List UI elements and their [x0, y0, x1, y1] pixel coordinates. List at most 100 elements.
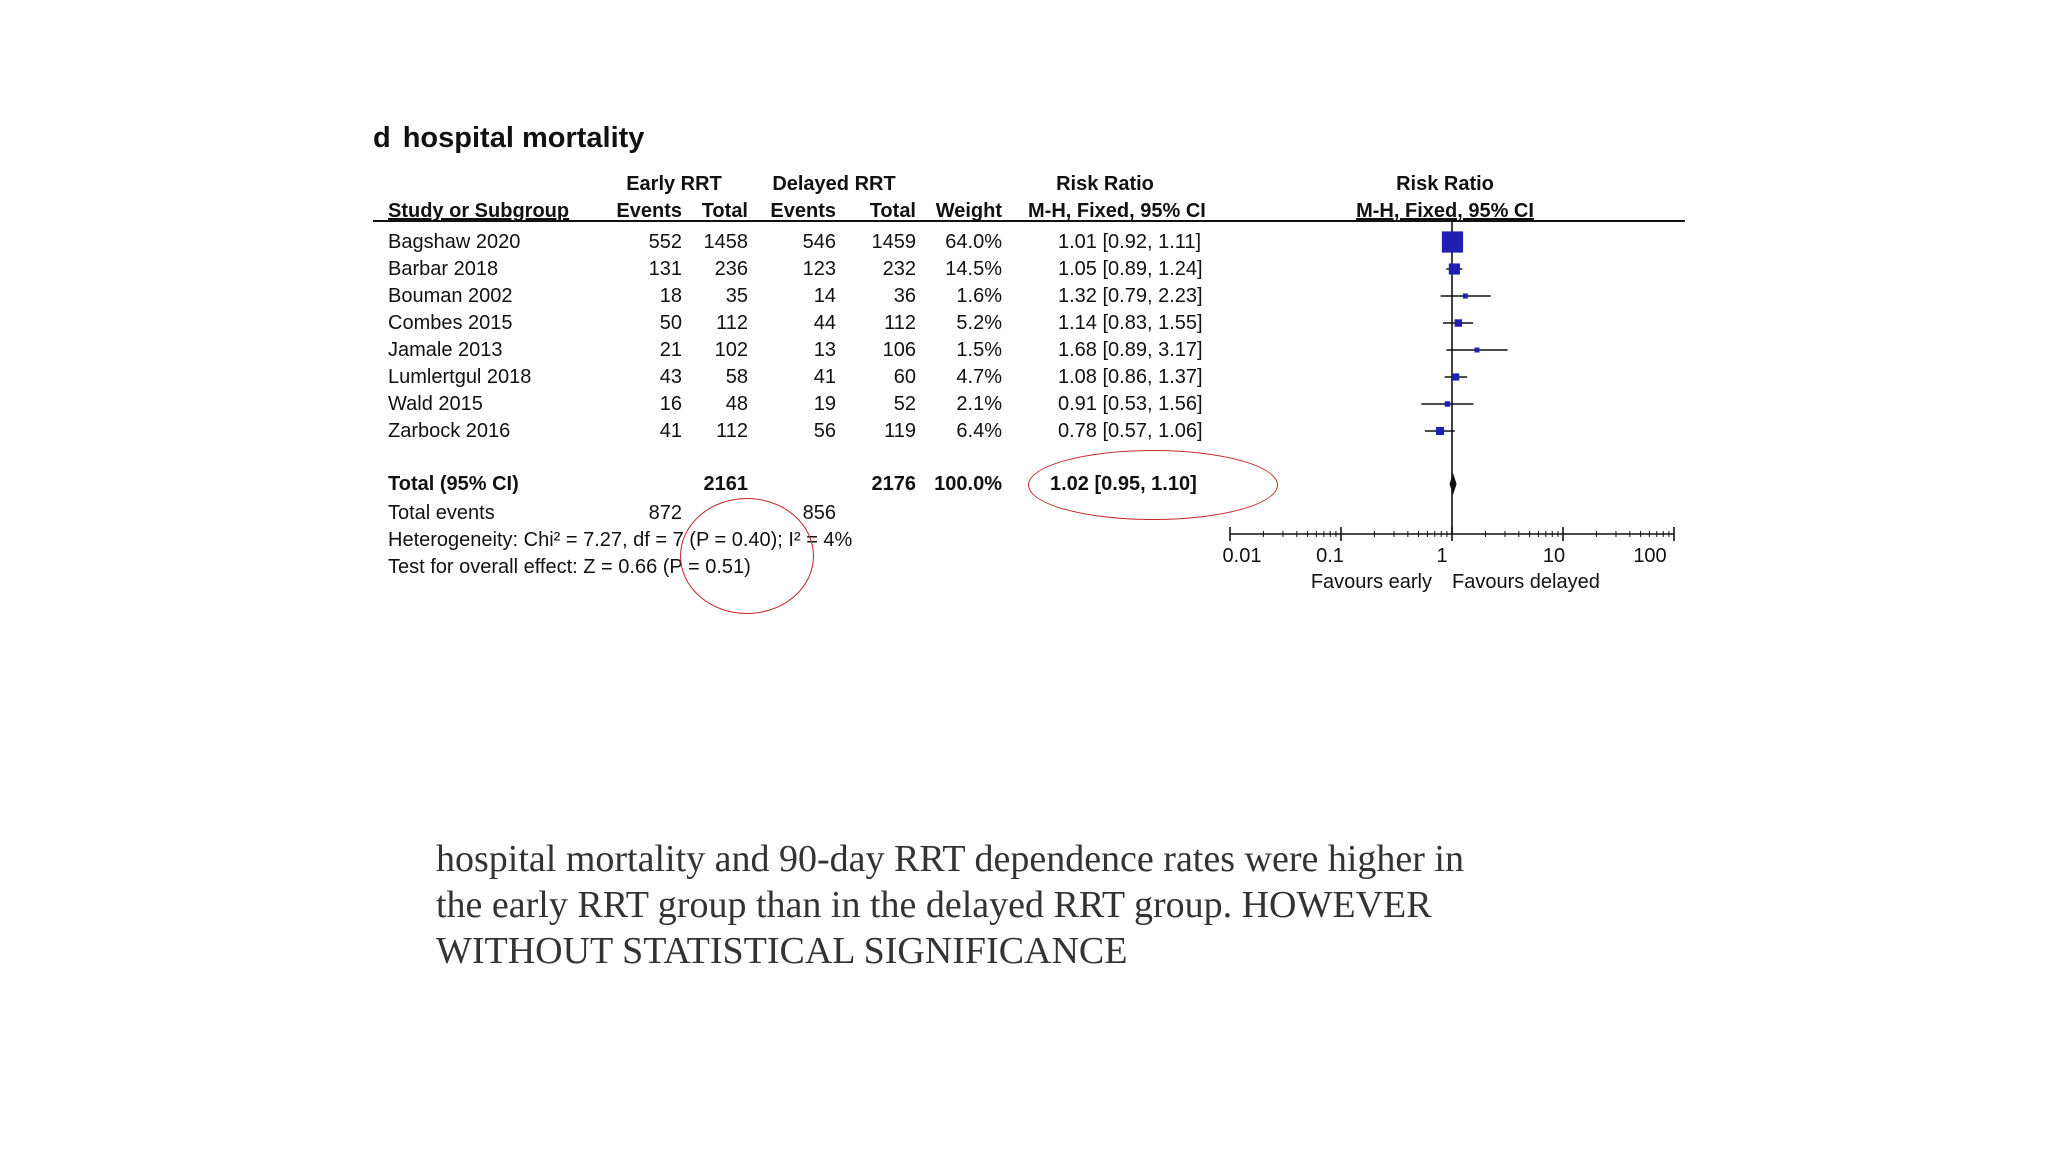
events-delayed: 41 — [813, 366, 836, 388]
total-delayed: 232 — [882, 258, 916, 280]
events-early: 21 — [659, 339, 682, 361]
events-delayed: 44 — [813, 312, 836, 334]
total-early: 58 — [725, 366, 748, 388]
total-delayed: 36 — [893, 285, 916, 307]
study-marker — [1444, 401, 1451, 407]
overall-effect-test: Test for overall effect: Z = 0.66 (P = 0… — [388, 556, 751, 578]
events-delayed: 546 — [802, 231, 836, 253]
header-method-col: M-H, Fixed, 95% CI — [1028, 200, 1206, 222]
weight: 14.5% — [945, 258, 1002, 280]
panel-letter: d — [373, 122, 391, 154]
weight: 6.4% — [956, 420, 1002, 442]
header-risk-ratio-plot: Risk Ratio — [1396, 173, 1494, 195]
study-name: Bagshaw 2020 — [388, 231, 521, 253]
header-study: Study or Subgroup — [388, 200, 570, 222]
events-delayed: 123 — [802, 258, 836, 280]
panel-title-text: hospital mortality — [402, 122, 645, 154]
header-delayed-rrt: Delayed RRT — [772, 173, 896, 195]
weight: 1.5% — [956, 339, 1002, 361]
pooled-diamond — [1449, 473, 1457, 495]
study-marker — [1441, 231, 1464, 253]
study-marker — [1452, 373, 1460, 381]
header-weight: Weight — [935, 200, 1002, 222]
events-early: 41 — [659, 420, 682, 442]
events-delayed: 19 — [813, 393, 836, 415]
events-delayed: 56 — [813, 420, 836, 442]
weight: 64.0% — [945, 231, 1002, 253]
total-early: 112 — [716, 312, 748, 334]
header-early-rrt: Early RRT — [626, 173, 722, 195]
tick-label: 1 — [1436, 545, 1448, 567]
header-risk-ratio-col: Risk Ratio — [1056, 173, 1154, 195]
total-delayed: 119 — [884, 420, 916, 442]
header-events-delayed: Events — [770, 200, 836, 222]
weight: 4.7% — [956, 366, 1002, 388]
study-name: Combes 2015 — [388, 312, 513, 334]
header-rule — [373, 220, 1685, 222]
total-delayed: 52 — [893, 393, 916, 415]
study-name: Wald 2015 — [388, 393, 483, 415]
risk-ratio-ci: 0.91 [0.53, 1.56] — [1058, 393, 1203, 415]
total-weight: 100.0% — [934, 473, 1002, 495]
events-early: 18 — [659, 285, 682, 307]
favours-early-label: Favours early — [1310, 571, 1432, 593]
total-delayed: 60 — [893, 366, 916, 388]
tick-label: 10 — [1542, 545, 1566, 567]
weight: 1.6% — [956, 285, 1002, 307]
total-early: 236 — [714, 258, 748, 280]
weight: 5.2% — [956, 312, 1002, 334]
caption-line: WITHOUT STATISTICAL SIGNIFICANCE — [436, 930, 1128, 972]
panel-title: d hospital mortality — [373, 122, 644, 155]
caption-line: hospital mortality and 90-day RRT depend… — [436, 838, 1464, 880]
tick-label: 0.1 — [1316, 545, 1344, 567]
total-early: 1458 — [703, 231, 749, 253]
study-name: Jamale 2013 — [388, 339, 503, 361]
study-marker — [1474, 347, 1480, 353]
total-early: 2161 — [703, 473, 749, 495]
total-events-label: Total events — [388, 502, 495, 524]
total-early: 112 — [716, 420, 748, 442]
tick-label: 0.01 — [1222, 545, 1262, 567]
total-events-delayed: 856 — [802, 502, 836, 524]
highlight-circle-p-values — [680, 498, 814, 614]
study-marker — [1462, 293, 1468, 299]
total-early: 48 — [725, 393, 748, 415]
weight: 2.1% — [956, 393, 1002, 415]
study-marker — [1454, 319, 1463, 327]
study-name: Zarbock 2016 — [388, 420, 511, 442]
events-early: 131 — [648, 258, 682, 280]
events-early: 16 — [659, 393, 682, 415]
study-name: Lumlertgul 2018 — [388, 366, 532, 388]
events-early: 552 — [648, 231, 682, 253]
risk-ratio-ci: 1.08 [0.86, 1.37] — [1058, 366, 1203, 388]
total-label: Total (95% CI) — [388, 473, 519, 495]
study-marker — [1448, 263, 1460, 275]
risk-ratio-ci: 0.78 [0.57, 1.06] — [1058, 420, 1203, 442]
header-method-plot: M-H, Fixed, 95% CI — [1356, 200, 1534, 222]
header-total-delayed: Total — [869, 200, 916, 222]
total-delayed: 112 — [884, 312, 916, 334]
events-delayed: 14 — [813, 285, 836, 307]
study-name: Barbar 2018 — [388, 258, 499, 280]
total-delayed: 2176 — [871, 473, 917, 495]
risk-ratio-ci: 1.01 [0.92, 1.11] — [1058, 231, 1202, 253]
risk-ratio-ci: 1.68 [0.89, 3.17] — [1058, 339, 1203, 361]
total-early: 102 — [714, 339, 748, 361]
risk-ratio-ci: 1.14 [0.83, 1.55] — [1058, 312, 1203, 334]
header-events-early: Events — [616, 200, 682, 222]
highlight-circle-pooled-estimate — [1028, 450, 1278, 520]
risk-ratio-ci: 1.05 [0.89, 1.24] — [1058, 258, 1203, 280]
study-name: Bouman 2002 — [388, 285, 513, 307]
total-delayed: 106 — [882, 339, 916, 361]
tick-label: 100 — [1633, 545, 1667, 567]
header-total-early: Total — [701, 200, 748, 222]
events-delayed: 13 — [813, 339, 836, 361]
slide-caption: hospital mortality and 90-day RRT depend… — [436, 836, 1686, 974]
risk-ratio-ci: 1.32 [0.79, 2.23] — [1058, 285, 1203, 307]
favours-delayed-label: Favours delayed — [1452, 571, 1600, 593]
total-events-early: 872 — [648, 502, 682, 524]
total-early: 35 — [725, 285, 748, 307]
events-early: 43 — [659, 366, 682, 388]
total-delayed: 1459 — [871, 231, 917, 253]
